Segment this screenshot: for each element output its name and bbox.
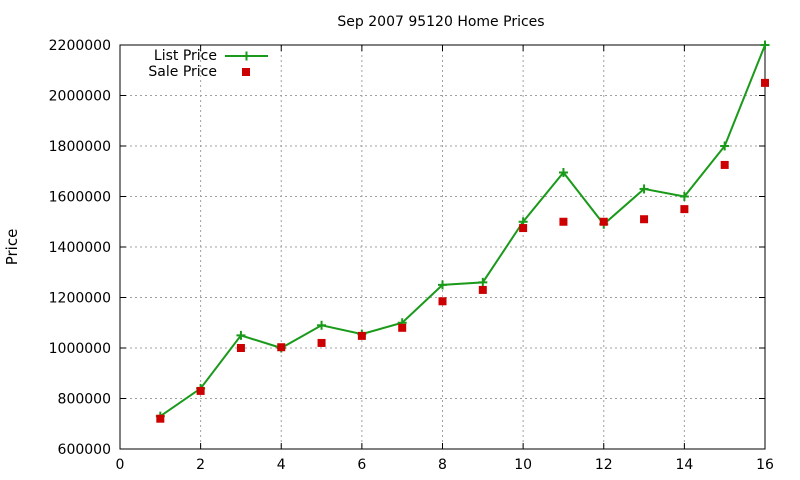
y-tick-label: 1400000 — [49, 240, 111, 256]
sale-price-point — [720, 160, 729, 169]
plot-frame — [119, 44, 766, 450]
y-tick-label: 2200000 — [49, 38, 111, 54]
sale-price-point — [438, 297, 447, 306]
list-price-point — [720, 141, 730, 151]
x-tick-label: 4 — [277, 457, 286, 473]
sale-price-point — [277, 343, 286, 352]
sale-price-point — [599, 217, 608, 226]
list-price-point — [317, 320, 327, 330]
y-tick-label: 1200000 — [49, 291, 111, 307]
x-tick-label: 10 — [514, 457, 532, 473]
y-tick-label: 1800000 — [49, 139, 111, 155]
sale-price-point — [680, 205, 689, 214]
list-price-point — [478, 277, 488, 287]
sale-price-point — [398, 323, 407, 332]
x-tick-label: 12 — [595, 457, 613, 473]
chart-title: Sep 2007 95120 Home Prices — [337, 14, 544, 30]
list-price-point — [558, 168, 568, 178]
list-price-line — [159, 44, 766, 417]
x-tick-label: 0 — [116, 457, 125, 473]
list-price-point — [760, 40, 770, 50]
series-layer — [155, 40, 770, 423]
x-tick-label: 8 — [438, 457, 447, 473]
x-tick-label: 16 — [756, 457, 774, 473]
y-tick-label: 1600000 — [49, 190, 111, 206]
list-price-point — [639, 184, 649, 194]
axis-ticks: 0 2 4 6 8 10 12 14 16 600000 800000 1000000 1200000 1… — [49, 38, 774, 473]
x-tick-label: 6 — [357, 457, 366, 473]
sale-price-point — [357, 331, 366, 340]
list-price-point — [438, 280, 447, 290]
y-tick-label: 600000 — [58, 442, 111, 458]
sale-price-point — [519, 224, 528, 233]
sale-price-point — [478, 285, 487, 294]
legend-swatch-square — [242, 68, 250, 76]
list-price-point — [679, 192, 689, 201]
sale-price-point — [196, 386, 205, 395]
y-tick-label: 1000000 — [49, 341, 111, 357]
legend-label-sale-price: Sale Price — [148, 64, 217, 80]
y-axis-label: Price — [3, 229, 21, 266]
list-price-point — [236, 330, 246, 340]
sale-price-point — [559, 217, 568, 226]
y-tick-label: 800000 — [58, 392, 111, 408]
sale-price-point — [317, 338, 326, 347]
sale-price-point — [236, 344, 245, 352]
sale-price-point — [640, 215, 649, 224]
sale-price-point — [156, 414, 165, 423]
sale-price-point — [761, 78, 769, 87]
grid-lines — [120, 45, 765, 449]
y-tick-label: 2000000 — [49, 89, 111, 105]
legend-label-list-price: List Price — [154, 48, 217, 64]
x-tick-label: 2 — [196, 457, 205, 473]
x-tick-label: 14 — [675, 457, 693, 473]
